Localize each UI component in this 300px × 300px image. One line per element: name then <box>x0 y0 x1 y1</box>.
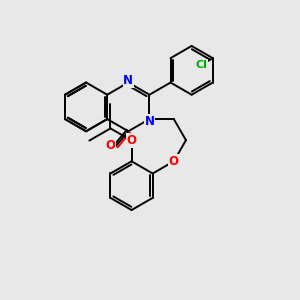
Text: Cl: Cl <box>196 60 208 70</box>
Text: O: O <box>127 134 136 147</box>
Text: O: O <box>169 155 179 168</box>
Text: O: O <box>106 140 116 152</box>
Text: N: N <box>123 74 133 87</box>
Text: N: N <box>144 115 154 128</box>
